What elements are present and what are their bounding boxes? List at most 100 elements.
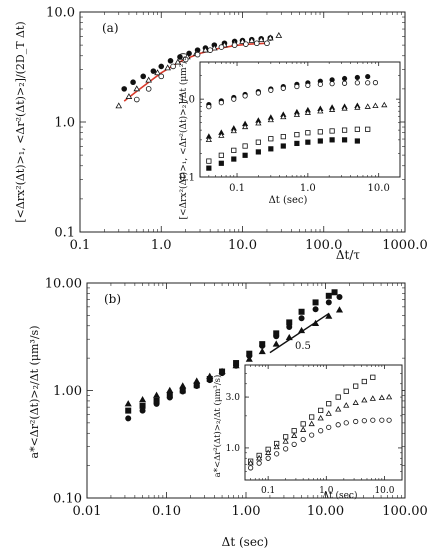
data-point-open-square xyxy=(329,128,335,134)
data-point-open-triangle xyxy=(335,406,342,412)
panel-a-ylabel: [<Δrx²(Δt)>₁, <Δr²(Δt)>₂]/(2D_T Δt) xyxy=(14,21,27,222)
data-point-open-circle xyxy=(317,81,323,87)
data-point-open-circle xyxy=(158,73,165,80)
panel-a-inset-data xyxy=(205,73,388,171)
data-point-filled-square xyxy=(298,308,305,315)
panel-a-inset-ticks: 0.1 1.0 10.0 0.1 1.0 xyxy=(179,62,400,194)
data-point-open-triangle xyxy=(275,32,283,38)
data-point-open-square xyxy=(353,383,359,389)
data-point-open-circle xyxy=(231,96,237,102)
data-point-open-square xyxy=(361,378,367,385)
data-point-open-square xyxy=(365,126,371,132)
data-point-filled-square xyxy=(354,138,360,144)
data-point-open-circle xyxy=(353,418,359,425)
data-point-filled-square xyxy=(268,146,274,152)
data-point-open-triangle xyxy=(341,105,348,111)
data-point-open-square xyxy=(291,428,297,434)
y-tick-label: 1.0 xyxy=(226,444,241,454)
data-point-open-triangle xyxy=(267,116,274,123)
data-point-filled-circle xyxy=(121,86,128,92)
data-point-filled-circle xyxy=(312,306,319,313)
data-point-open-circle xyxy=(248,465,254,471)
y-tick-label: 0.1 xyxy=(179,173,195,184)
data-point-open-square xyxy=(280,134,286,140)
data-point-filled-square xyxy=(242,152,248,158)
data-point-open-circle xyxy=(372,80,379,86)
data-point-open-triangle xyxy=(361,396,368,403)
data-point-open-triangle xyxy=(266,34,274,41)
y-tick-label: 10.00 xyxy=(45,277,82,292)
data-point-open-circle xyxy=(255,90,261,96)
data-point-filled-triangle xyxy=(139,395,147,403)
data-point-open-square xyxy=(242,143,248,149)
data-point-open-triangle xyxy=(304,109,311,115)
data-point-open-triangle xyxy=(325,410,332,416)
data-point-filled-circle xyxy=(177,54,183,60)
data-point-open-circle xyxy=(280,85,286,91)
data-point-open-triangle xyxy=(273,443,280,450)
data-point-open-triangle xyxy=(300,426,307,432)
data-point-open-triangle xyxy=(291,432,298,438)
data-point-open-triangle xyxy=(369,395,376,401)
data-point-filled-square xyxy=(329,137,335,143)
data-point-open-square xyxy=(268,136,274,142)
data-point-open-triangle xyxy=(174,58,182,65)
data-point-filled-square xyxy=(273,330,280,337)
data-point-open-triangle xyxy=(352,399,359,405)
data-point-filled-square xyxy=(246,350,253,357)
data-point-open-triangle xyxy=(265,449,272,455)
data-point-filled-square xyxy=(312,299,319,306)
data-point-open-square xyxy=(341,127,348,133)
x-tick-label: 10.00 xyxy=(307,504,344,519)
data-point-open-circle xyxy=(194,51,201,58)
data-point-filled-triangle xyxy=(218,367,226,375)
data-point-open-triangle xyxy=(256,454,263,461)
data-point-open-square xyxy=(305,130,311,136)
y-tick-label: 1.00 xyxy=(53,384,82,399)
data-point-filled-triangle xyxy=(179,382,187,389)
y-tick-label: 1.0 xyxy=(54,116,75,131)
data-point-open-circle xyxy=(300,436,306,443)
data-point-filled-circle xyxy=(150,68,157,74)
x-tick-label: 10.0 xyxy=(228,238,257,253)
y-tick-label: 3.0 xyxy=(226,393,241,403)
data-point-filled-square xyxy=(166,392,173,399)
panel-a-ticks: 0.1 1.0 10.0 100.0 1000.0 0.1 1.0 10.0 xyxy=(46,6,428,253)
data-point-open-circle xyxy=(243,41,249,47)
data-point-open-triangle xyxy=(230,127,237,134)
panel-a-inset-frame xyxy=(199,61,401,178)
data-point-open-triangle xyxy=(317,107,324,114)
data-point-open-circle xyxy=(294,83,300,90)
data-point-open-circle xyxy=(207,47,213,53)
data-point-open-triangle xyxy=(239,37,246,44)
panel-b-inset-ticks: 0.1 1.0 10.0 1.0 3.0 xyxy=(226,365,402,496)
data-point-open-square xyxy=(318,407,324,413)
panel-b-slope-label: 0.5 xyxy=(295,341,311,352)
data-point-open-square xyxy=(309,414,315,420)
x-tick-label: 0.1 xyxy=(229,183,245,194)
data-point-open-circle xyxy=(145,86,152,92)
panel-a-data xyxy=(115,32,283,109)
data-point-open-triangle xyxy=(257,36,265,43)
data-point-open-circle xyxy=(305,82,311,89)
data-point-open-square xyxy=(206,158,212,164)
data-point-filled-square xyxy=(139,402,146,409)
data-point-open-triangle xyxy=(145,76,152,83)
data-point-filled-square xyxy=(280,143,286,149)
data-point-filled-circle xyxy=(298,315,305,322)
x-tick-label: 1.0 xyxy=(300,183,316,194)
data-point-filled-triangle xyxy=(193,377,201,384)
data-point-open-circle xyxy=(326,424,332,430)
panel-a-xlabel: Δt/τ xyxy=(336,248,361,262)
data-point-filled-square xyxy=(231,156,237,162)
data-point-open-triangle xyxy=(202,46,209,53)
data-point-open-triangle xyxy=(133,85,141,92)
data-point-open-square xyxy=(354,126,360,132)
data-point-open-circle xyxy=(365,80,371,86)
x-tick-label: 100.0 xyxy=(305,238,342,253)
data-point-filled-square xyxy=(255,149,261,155)
data-point-filled-triangle xyxy=(232,361,240,369)
data-point-open-triangle xyxy=(210,44,218,51)
data-point-open-circle xyxy=(379,417,385,423)
data-point-open-square xyxy=(231,147,237,153)
